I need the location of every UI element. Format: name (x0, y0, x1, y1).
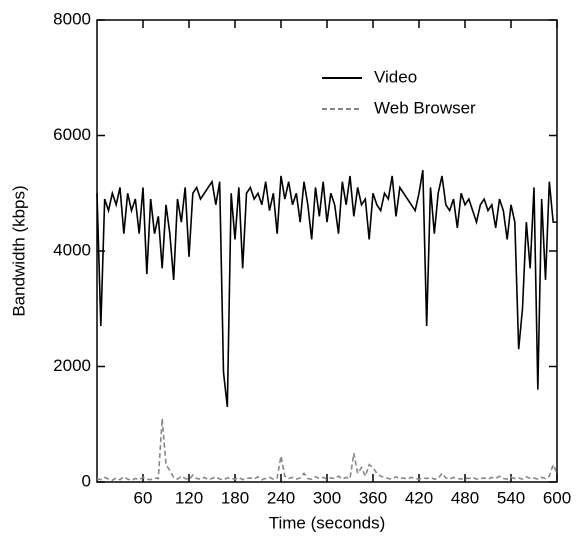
plot-frame (96, 19, 558, 483)
y-tick-label: 6000 (53, 125, 91, 144)
x-tick-label: 480 (451, 488, 479, 507)
x-tick-label: 600 (543, 488, 571, 507)
x-tick-label: 120 (175, 488, 203, 507)
x-tick-label: 540 (497, 488, 525, 507)
x-axis-label: Time (seconds) (269, 513, 386, 532)
y-axis-label: Bandwidth (kbps) (9, 185, 28, 316)
y-tick-label: 0 (82, 471, 91, 490)
x-tick-label: 60 (134, 488, 153, 507)
series-line (96, 418, 558, 482)
x-tick-label: 300 (313, 488, 341, 507)
legend-label: Web Browser (374, 98, 476, 117)
legend-label: Video (374, 67, 417, 86)
x-tick-label: 180 (221, 488, 249, 507)
x-tick-label: 240 (267, 488, 295, 507)
y-tick-label: 2000 (53, 356, 91, 375)
x-tick-label: 420 (405, 488, 433, 507)
y-tick-label: 8000 (53, 9, 91, 28)
x-tick-label: 360 (359, 488, 387, 507)
y-tick-label: 4000 (53, 240, 91, 259)
series-line (96, 170, 557, 408)
